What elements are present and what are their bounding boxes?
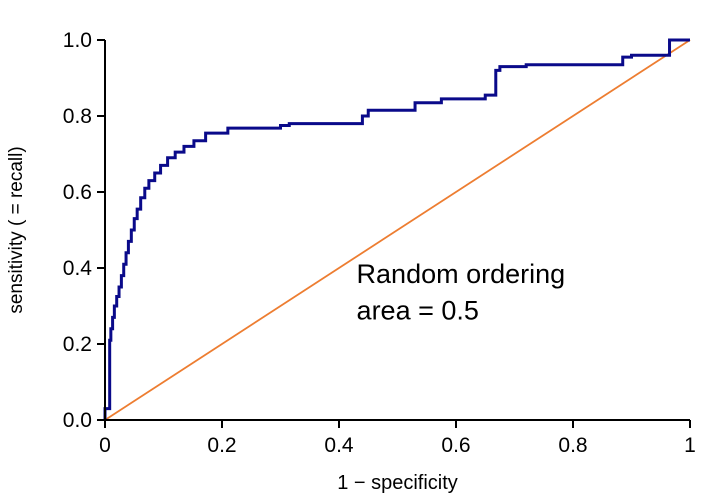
annotation-text-line-2: area = 0.5 [357, 295, 479, 325]
x-tick-label: 1 [684, 434, 696, 457]
y-tick-label: 1.0 [63, 29, 92, 52]
roc-curve [103, 38, 690, 420]
y-axis-title: sensitivity ( = recall) [6, 146, 27, 313]
x-tick-label: 0.2 [207, 434, 236, 457]
x-tick-label: 0.8 [558, 434, 587, 457]
x-tick-label: 0.4 [324, 434, 354, 457]
x-tick-label: 0.6 [441, 434, 470, 457]
y-tick-label: 0.6 [63, 181, 92, 204]
diagonal-line [104, 39, 691, 421]
x-axis-title: 1 − specificity [337, 472, 458, 494]
y-tick-label: 0.4 [63, 257, 93, 280]
y-tick-label: 0.0 [63, 409, 92, 432]
x-tick-label: 0 [99, 434, 111, 457]
y-tick-label: 0.8 [63, 105, 92, 128]
y-tick-label: 0.2 [63, 333, 92, 356]
annotation-text-line-1: Random ordering [357, 259, 566, 289]
